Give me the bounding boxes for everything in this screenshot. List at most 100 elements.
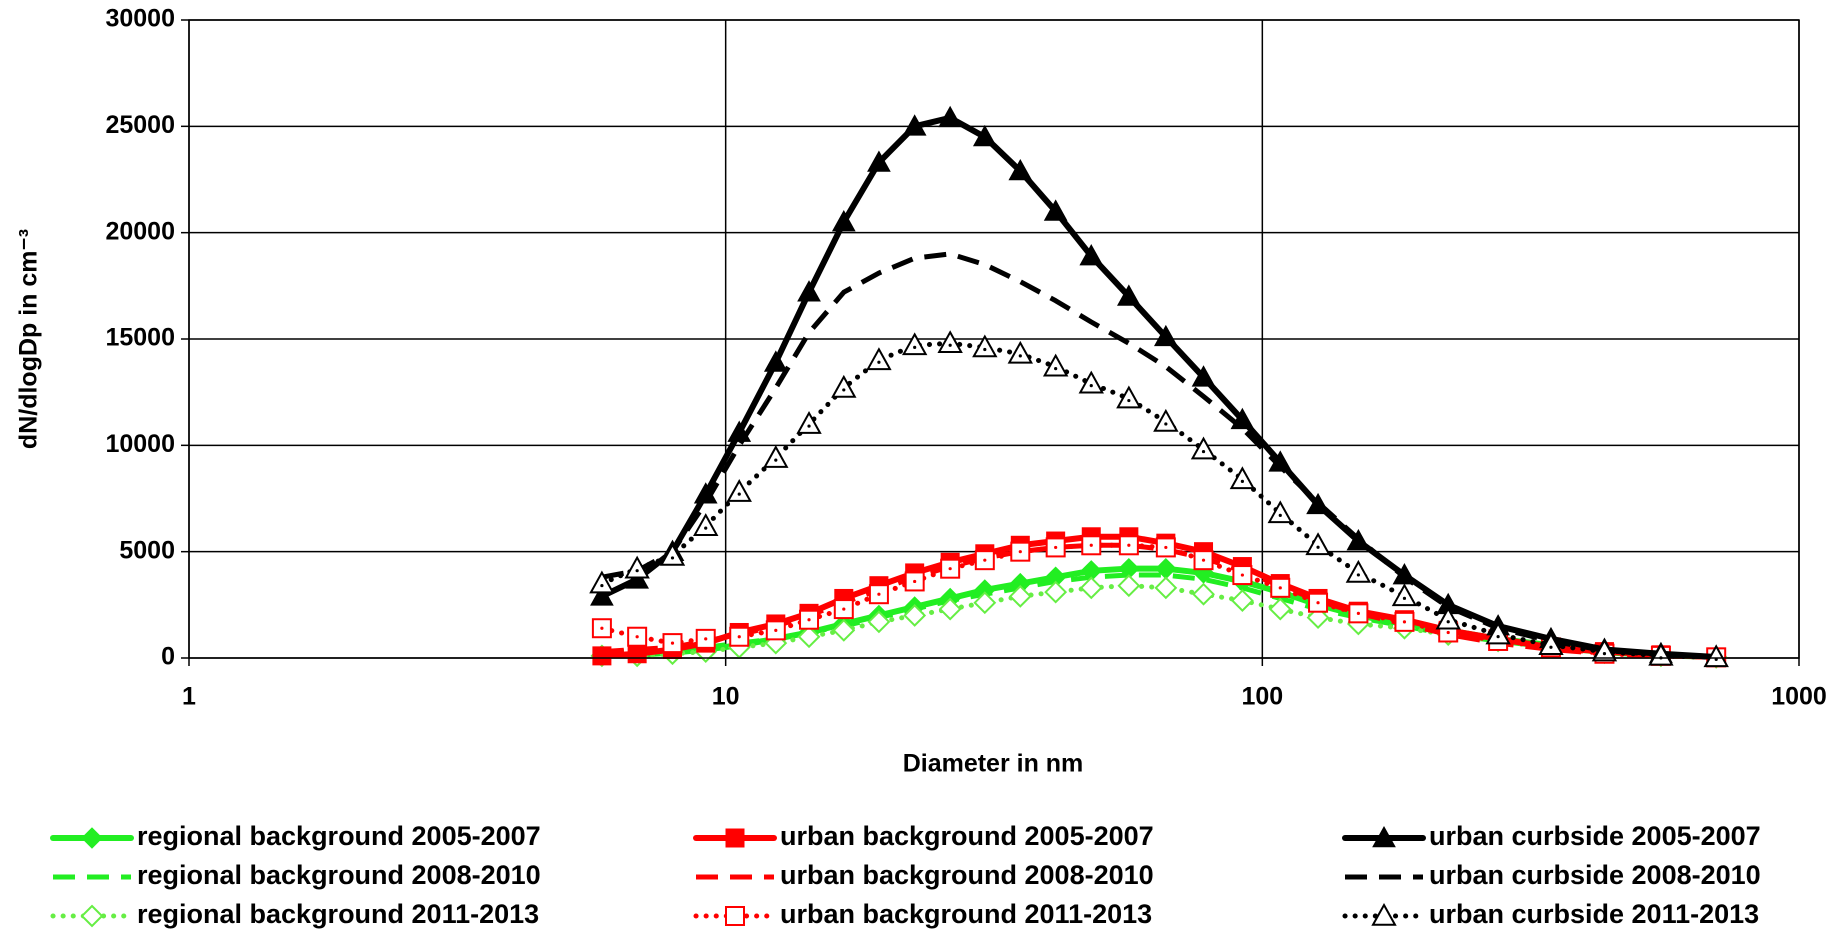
marker	[589, 570, 615, 594]
x-tick-label: 10	[712, 683, 740, 711]
legend-entry: urban background 2011-2013	[693, 899, 1152, 929]
marker	[1117, 284, 1141, 306]
legend-entry: urban background 2008-2010	[696, 860, 1154, 890]
marker	[725, 828, 745, 848]
marker	[901, 332, 928, 356]
marker-dot	[1356, 573, 1360, 577]
marker	[902, 114, 927, 136]
series	[601, 542, 1717, 660]
plot-series	[589, 105, 1729, 669]
marker-dot	[1127, 398, 1131, 403]
legend-entry: urban curbside 2005-2007	[1342, 821, 1761, 851]
marker-dot	[1201, 558, 1206, 562]
marker	[1043, 199, 1068, 221]
marker	[1044, 580, 1068, 604]
marker-dot	[1164, 545, 1168, 550]
x-tick-label: 100	[1241, 683, 1283, 711]
marker	[937, 330, 963, 354]
marker-dot	[1446, 620, 1450, 624]
series-line	[599, 340, 1719, 660]
marker	[972, 334, 998, 358]
marker	[1371, 902, 1397, 926]
legend-label: urban curbside 2008-2010	[1429, 860, 1761, 890]
marker-dot	[1127, 543, 1131, 547]
legend-label: regional background 2011-2013	[137, 899, 539, 929]
series-line	[601, 542, 1717, 660]
marker	[763, 445, 789, 468]
marker-dot	[1054, 545, 1058, 550]
legend-label: urban background 2008-2010	[780, 860, 1154, 890]
marker	[1153, 324, 1178, 347]
marker	[693, 513, 719, 536]
marker-dot	[774, 458, 778, 462]
series	[590, 105, 1729, 667]
marker-dot	[913, 345, 917, 349]
marker	[1042, 353, 1069, 377]
marker-dot	[1356, 611, 1360, 615]
marker	[866, 347, 892, 371]
y-tick-label: 15000	[105, 324, 175, 352]
marker	[1267, 500, 1293, 524]
marker-dot	[1278, 513, 1282, 517]
marker	[81, 827, 103, 849]
plot-frame	[188, 19, 1800, 659]
y-tick-label: 25000	[105, 111, 175, 139]
marker	[1008, 584, 1032, 608]
marker-dot	[948, 567, 952, 571]
marker-dot	[670, 556, 675, 560]
legend-entry: urban curbside 2008-2010	[1345, 860, 1761, 890]
marker-dot	[807, 618, 811, 622]
marker	[1079, 244, 1104, 266]
axes: 0 5000 10000 15000 20000 25000 30000 1 10 100 1000	[105, 5, 1826, 711]
y-tick-label: 0	[161, 643, 175, 671]
legend-label: regional background 2005-2007	[137, 821, 541, 851]
legend-entry: regional background 2005-2007	[50, 821, 541, 851]
series	[601, 251, 1717, 660]
marker	[1190, 436, 1217, 460]
marker	[796, 411, 822, 434]
marker	[797, 625, 821, 649]
y-tick-label: 20000	[105, 217, 175, 245]
y-tick-label: 30000	[105, 5, 175, 33]
marker-dot	[600, 626, 604, 630]
marker-dot	[1316, 545, 1320, 549]
marker	[1007, 340, 1033, 364]
marker-dot	[1402, 620, 1407, 624]
marker-dot	[1201, 449, 1206, 454]
marker	[1008, 158, 1033, 181]
marker	[1703, 644, 1729, 668]
marker-dot	[913, 579, 917, 584]
marker	[1230, 589, 1254, 612]
marker	[867, 150, 891, 172]
marker-dot	[1402, 596, 1407, 600]
marker	[659, 542, 686, 566]
marker	[1116, 385, 1142, 409]
marker-dot	[1549, 645, 1553, 649]
marker	[1485, 621, 1511, 645]
marker-dot	[983, 558, 987, 562]
legend-label: urban background 2005-2007	[780, 821, 1154, 851]
y-axis-title: dN/dlogDp in cm⁻³	[15, 229, 43, 449]
marker-dot	[704, 637, 708, 641]
marker	[1229, 466, 1256, 490]
marker-dot	[1240, 479, 1244, 483]
marker	[80, 904, 104, 928]
legend-label: urban curbside 2005-2007	[1429, 821, 1761, 851]
marker	[797, 280, 821, 302]
marker	[726, 479, 752, 502]
marker-dot	[1018, 550, 1022, 554]
marker-dot	[635, 635, 639, 639]
marker-dot	[1164, 422, 1168, 426]
legend-entry: urban curbside 2011-2013	[1342, 899, 1759, 929]
legend-entry: regional background 2008-2010	[53, 860, 541, 890]
marker-dot	[600, 583, 604, 588]
marker-dot	[1089, 543, 1093, 547]
legend-label: urban background 2011-2013	[780, 899, 1152, 929]
marker-dot	[983, 347, 987, 352]
marker-dot	[1496, 635, 1500, 639]
y-tick-label: 5000	[119, 536, 175, 564]
marker	[1345, 559, 1372, 583]
legend: regional background 2005-2007 regional ba…	[50, 821, 1761, 929]
